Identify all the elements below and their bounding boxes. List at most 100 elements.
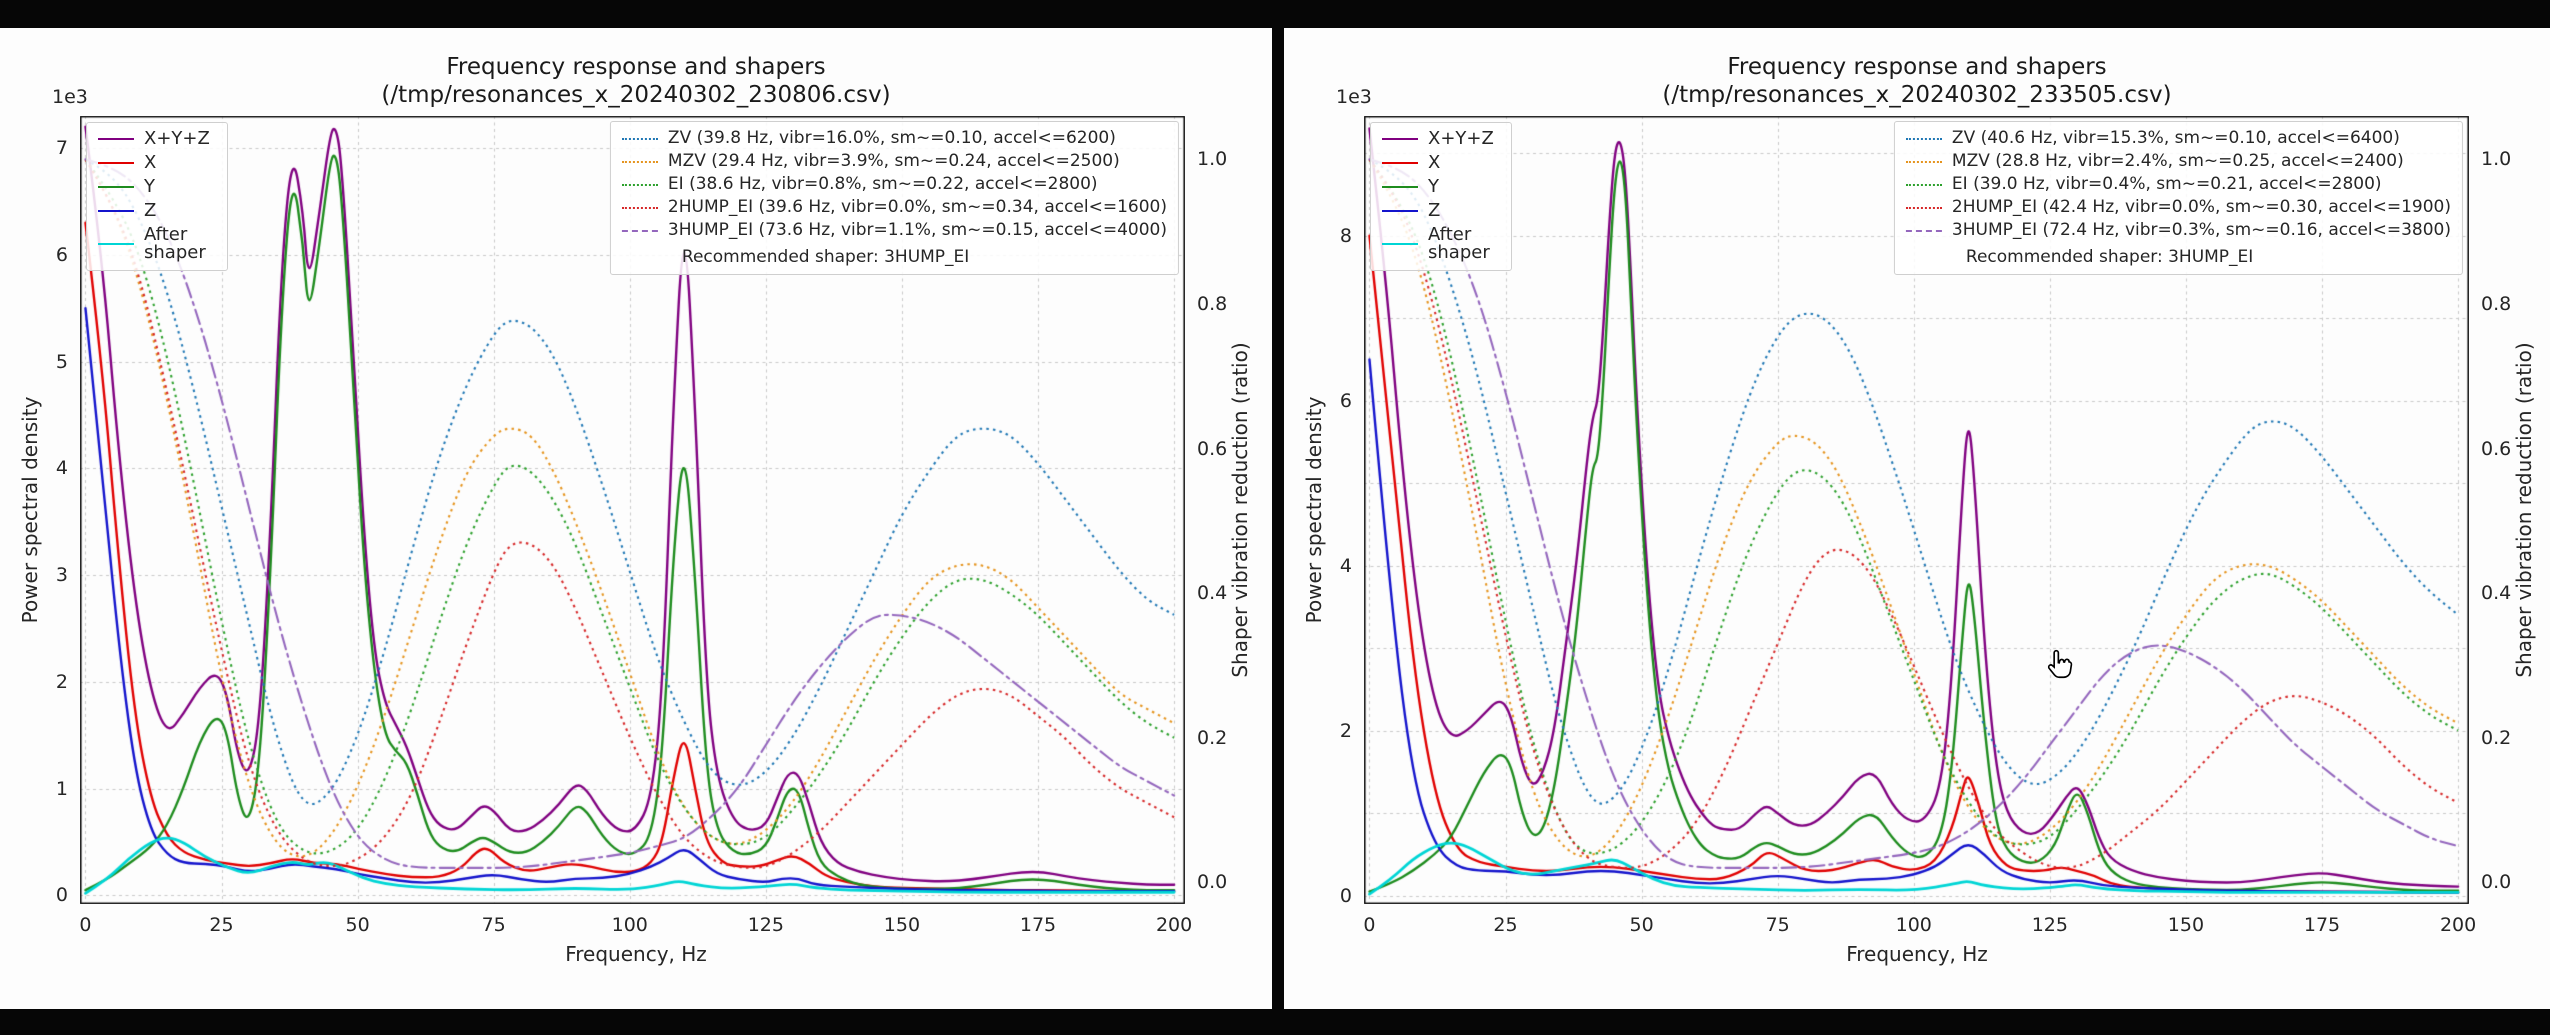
legend-item-zv: ZV (39.8 Hz, vibr=16.0%, sm~=0.10, accel…: [621, 128, 1167, 148]
legend-item-label: Y: [1428, 175, 1439, 197]
legend-line-sample: [98, 138, 134, 141]
x-tick-label: 125: [747, 914, 784, 936]
legend-item-zv: ZV (40.6 Hz, vibr=15.3%, sm~=0.10, accel…: [1905, 128, 2451, 148]
x-tick-label: 50: [1629, 914, 1654, 936]
legend-line-sample: [621, 206, 658, 209]
x-axis-title: Frequency, Hz: [1846, 942, 1988, 966]
y-left-axis-title: Power spectral density: [1302, 396, 1326, 624]
legend-item-label: Z: [1428, 199, 1441, 221]
x-tick-label: 25: [1493, 914, 1518, 936]
y-right-tick-label: 0.6: [1197, 437, 1228, 460]
y-left-tick-label: 3: [55, 564, 68, 587]
y-left-tick-label: 0: [1339, 884, 1352, 907]
legend-item-ei: EI (39.0 Hz, vibr=0.4%, sm~=0.21, accel<…: [1905, 175, 2451, 194]
legend-item-label: ZV (40.6 Hz, vibr=15.3%, sm~=0.10, accel…: [1951, 128, 2400, 148]
x-tick-label: 75: [1765, 914, 1790, 936]
y-left-tick-label: 0: [55, 884, 68, 907]
legend-line-sample: [1382, 162, 1418, 165]
legend-item-label: Y: [144, 175, 155, 197]
x-tick-label: 100: [1895, 914, 1932, 936]
legend-item-label: 2HUMP_EI (39.6 Hz, vibr=0.0%, sm~=0.34, …: [667, 197, 1167, 217]
legend-line-sample: [1382, 243, 1418, 246]
x-tick-label: 0: [79, 914, 92, 936]
figure-divider: [1272, 28, 1284, 1009]
y-left-tick-label: 6: [1339, 389, 1352, 412]
y-left-tick-label: 5: [55, 350, 68, 373]
x-tick-label: 175: [1019, 914, 1057, 936]
left-frequency-response-figure: Frequency response and shapers (/tmp/res…: [0, 28, 1272, 1009]
top-letterbox-bar: [0, 0, 2550, 28]
legend-line-sample: [98, 210, 134, 213]
legend-line-sample: [1382, 210, 1418, 213]
legend-item-2hump-ei: 2HUMP_EI (42.4 Hz, vibr=0.0%, sm~=0.30, …: [1905, 197, 2451, 217]
legend-item-after: After shaper: [98, 223, 216, 264]
x-tick-label: 50: [345, 914, 370, 936]
y-left-axis-title: Power spectral density: [18, 396, 42, 624]
legend-item-label: ZV (39.8 Hz, vibr=16.0%, sm~=0.10, accel…: [667, 128, 1116, 148]
right-frequency-response-figure: Frequency response and shapers (/tmp/res…: [1284, 28, 2550, 1009]
shaper-legend: ZV (39.8 Hz, vibr=16.0%, sm~=0.10, accel…: [609, 121, 1179, 275]
y-right-tick-label: 1.0: [2481, 148, 2512, 171]
legend-item-x-y-z: X+Y+Z: [98, 129, 216, 149]
x-tick-label: 100: [611, 914, 648, 936]
legend-item-3hump-ei: 3HUMP_EI (73.6 Hz, vibr=1.1%, sm~=0.15, …: [621, 220, 1167, 240]
legend-item-label: X: [144, 151, 157, 173]
legend-item-label: 2HUMP_EI (42.4 Hz, vibr=0.0%, sm~=0.30, …: [1951, 197, 2451, 217]
x-tick-label: 0: [1363, 914, 1376, 936]
legend-line-sample: [1382, 186, 1418, 189]
legend-item-y: Y: [1382, 175, 1500, 197]
x-tick-label: 150: [883, 914, 921, 936]
x-tick-label: 150: [2167, 914, 2205, 936]
legend-line-sample: [1905, 160, 1942, 163]
legend-item-label: 3HUMP_EI (72.4 Hz, vibr=0.3%, sm~=0.16, …: [1951, 220, 2451, 240]
legend-line-sample: [98, 162, 134, 165]
legend-item-x-y-z: X+Y+Z: [1382, 129, 1500, 149]
chart-title: Frequency response and shapers: [446, 54, 826, 80]
legend-line-sample: [98, 186, 134, 189]
legend-item-y: Y: [98, 175, 216, 197]
y-axis-scale-label: 1e3: [52, 86, 88, 108]
legend-item-label: After shaper: [1428, 223, 1490, 264]
legend-line-sample: [621, 160, 658, 163]
legend-item-label: X: [1428, 151, 1441, 173]
y-right-axis-title: Shaper vibration reduction (ratio): [2512, 342, 2536, 678]
legend-item-mzv: MZV (28.8 Hz, vibr=2.4%, sm~=0.25, accel…: [1905, 152, 2451, 171]
chart-title: Frequency response and shapers: [1727, 54, 2107, 80]
y-right-tick-label: 0.2: [2481, 726, 2512, 749]
x-tick-label: 175: [2303, 914, 2341, 936]
legend-item-x: X: [98, 151, 216, 173]
legend-item-label: 3HUMP_EI (73.6 Hz, vibr=1.1%, sm~=0.15, …: [667, 220, 1167, 240]
y-right-tick-label: 0.8: [2481, 292, 2512, 315]
y-left-tick-label: 2: [1339, 719, 1352, 742]
legend-line-sample: [1905, 137, 1942, 140]
psd-legend: X+Y+Z X Y Z After shaper: [1370, 122, 1512, 272]
y-right-tick-label: 0.0: [1197, 871, 1228, 894]
legend-line-sample: [1905, 229, 1942, 232]
recommended-shaper-text: Recommended shaper: 3HUMP_EI: [1965, 247, 2254, 267]
bottom-letterbox-bar: [0, 1009, 2550, 1035]
y-right-tick-label: 0.0: [2481, 871, 2512, 894]
recommended-shaper-text: Recommended shaper: 3HUMP_EI: [681, 247, 970, 267]
psd-legend: X+Y+Z X Y Z After shaper: [86, 122, 228, 272]
y-axis-scale-label: 1e3: [1336, 86, 1372, 108]
y-left-tick-label: 4: [55, 457, 68, 480]
legend-item-label: After shaper: [144, 223, 206, 264]
y-left-tick-label: 2: [55, 670, 68, 693]
legend-item-z: Z: [1382, 199, 1500, 221]
legend-item-3hump-ei: 3HUMP_EI (72.4 Hz, vibr=0.3%, sm~=0.16, …: [1905, 220, 2451, 240]
legend-item-label: Z: [144, 199, 157, 221]
legend-line-sample: [1382, 138, 1418, 141]
x-tick-label: 25: [209, 914, 234, 936]
legend-line-sample: [1905, 183, 1942, 186]
y-right-tick-label: 0.4: [2481, 582, 2512, 605]
y-left-tick-label: 1: [55, 777, 68, 800]
legend-line-sample: [621, 137, 658, 140]
legend-line-sample: [1905, 206, 1942, 209]
x-axis-title: Frequency, Hz: [565, 942, 707, 966]
y-right-tick-label: 1.0: [1197, 148, 1228, 171]
y-right-tick-label: 0.8: [1197, 292, 1228, 315]
y-right-tick-label: 0.4: [1197, 582, 1228, 605]
y-left-tick-label: 8: [1339, 224, 1352, 247]
x-tick-label: 200: [1155, 914, 1193, 936]
legend-item-after: After shaper: [1382, 223, 1500, 264]
